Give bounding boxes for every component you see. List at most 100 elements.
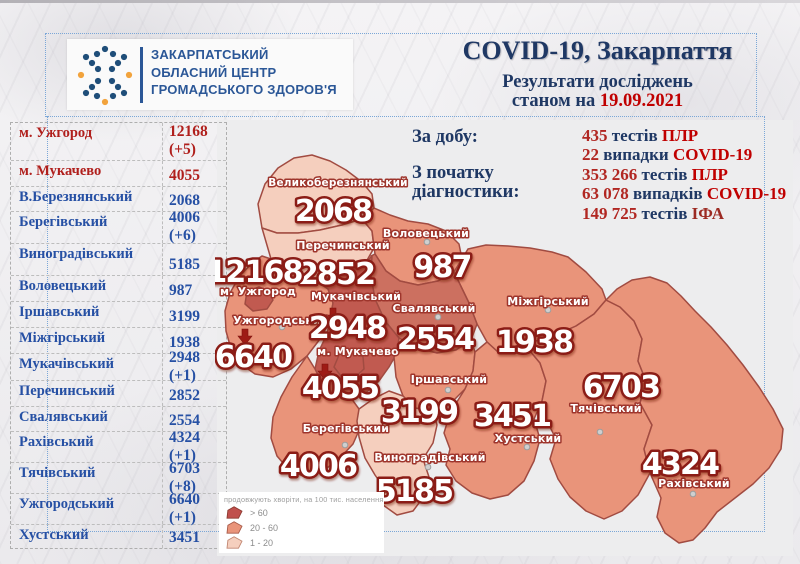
- district-value-label: 1938: [496, 325, 573, 360]
- page-title: COVID-19, Закарпаття: [462, 36, 733, 65]
- legend-swatch-icon: [226, 506, 243, 519]
- district-label: Іршавський: [411, 373, 487, 386]
- table-row: Свалявський 2554: [11, 407, 226, 432]
- district-delta: (+1): [169, 366, 196, 384]
- logo-dots-icon: [77, 45, 133, 106]
- district-label: Мукачівський: [311, 290, 401, 303]
- district-value: 3199: [169, 308, 200, 325]
- stat-line: 353 266 тестів ПЛР: [582, 164, 728, 184]
- district-name: м. Мукачево: [19, 163, 102, 179]
- district-label: Хустський: [495, 432, 562, 445]
- district-value: 2852: [169, 387, 200, 404]
- org-name-line3: ГРОМАДСЬКОГО ЗДОРОВ'Я: [151, 82, 337, 97]
- district-name: Мукачівський: [19, 356, 114, 372]
- subtitle-line1: Результати досліджень: [502, 72, 693, 92]
- district-value: 2948: [169, 348, 200, 366]
- district-value-label: 4006: [280, 449, 357, 484]
- district-value: 4055: [169, 167, 200, 184]
- district-value-label: 4055: [302, 371, 378, 406]
- district-delta: (+5): [169, 141, 196, 158]
- district-label: Великоберезнянський: [268, 177, 407, 189]
- district-value-label: 3451: [474, 399, 550, 434]
- org-name-line1: ЗАКАРПАТСЬКИЙ: [151, 47, 269, 62]
- legend-swatch-icon: [226, 536, 243, 549]
- district-label: м. Мукачево: [317, 345, 399, 358]
- district-value-label: 12168: [215, 255, 303, 290]
- district-value-label: 5185: [376, 474, 452, 509]
- stat-line: 435 тестів ПЛР: [582, 126, 699, 145]
- district-value-label: 987: [413, 250, 470, 285]
- district-value: 12168: [169, 123, 208, 140]
- district-shape-vynohradivsky: [356, 390, 438, 516]
- district-value-label: 2068: [295, 194, 372, 229]
- district-name: Берегівський: [19, 214, 108, 230]
- district-value: 6703: [169, 459, 200, 477]
- district-name: Рахівський: [19, 434, 94, 450]
- district-label: Перечинський: [296, 239, 390, 252]
- district-shape-irshavsky: [393, 337, 476, 412]
- district-label: м. Ужгород: [220, 285, 296, 298]
- district-name: Міжгірський: [19, 330, 106, 346]
- district-name: Воловецький: [19, 278, 107, 294]
- district-label: Рахівський: [658, 477, 730, 490]
- stats-lines: 435 тестів ПЛР 22 випадки COVID-19 353 2…: [582, 126, 786, 223]
- table-row: Мукачівський 2948 (+1): [11, 349, 226, 384]
- district-label: Міжгірський: [507, 295, 589, 308]
- stat-line: 22 випадки COVID-19: [582, 145, 753, 165]
- city-dots: [278, 213, 697, 498]
- district-delta: (+8): [169, 477, 196, 495]
- district-name: Ужгородський: [19, 496, 115, 512]
- legend-title: продовжують хворіти, на 100 тис. населен…: [224, 495, 384, 504]
- region-map: Великоберезнянський Перечинський Воловец…: [215, 154, 784, 544]
- district-label: Воловецький: [383, 227, 469, 240]
- district-values: 2068 2852 987 1938 2554 6640 12168 2948 …: [215, 192, 723, 512]
- district-name: Хустський: [19, 527, 89, 543]
- table-row: Тячівський 6703 (+8): [11, 459, 226, 495]
- cases-table: м. Ужгород 12168 (+5) м. Мукачево 4055 В.Бе…: [10, 122, 227, 549]
- district-value: 2554: [169, 412, 200, 429]
- table-row: В.Березнянський 2068: [11, 187, 226, 212]
- district-shape-mukachivsky: [307, 255, 400, 399]
- table-row: Виноградівський 5185: [11, 244, 226, 276]
- district-name: Виноградівський: [19, 246, 134, 262]
- table-row: Воловецький 987: [11, 276, 226, 302]
- district-value: 4324: [169, 428, 200, 446]
- legend-item: > 60: [219, 505, 384, 520]
- district-value-label: 2852: [298, 257, 374, 292]
- table-row: м. Мукачево 4055: [11, 161, 226, 187]
- total-label: З початку діагностики:: [412, 163, 520, 202]
- district-shape-berehivsky: [270, 355, 362, 478]
- district-value: 2068: [169, 192, 200, 209]
- district-label: Свалявський: [392, 302, 475, 315]
- district-value-label: 4324: [642, 447, 719, 482]
- city-pin-icons: [237, 307, 341, 381]
- district-label: Тячівський: [570, 402, 641, 415]
- district-delta: (+1): [169, 508, 196, 526]
- district-name: Тячівський: [19, 465, 96, 481]
- district-name: Перечинський: [19, 383, 115, 399]
- legend-item: 1 - 20: [219, 535, 384, 550]
- district-name: Іршавський: [19, 304, 100, 320]
- district-value-label: 6703: [583, 370, 659, 405]
- district-shape-mukachevo-city: [333, 349, 365, 378]
- daily-label: За добу:: [412, 127, 478, 147]
- district-value-label: 2948: [309, 311, 386, 346]
- table-row: Міжгірський 1938: [11, 328, 226, 354]
- district-value: 5185: [169, 256, 200, 273]
- org-name: ЗАКАРПАТСЬКИЙ ОБЛАСНИЙ ЦЕНТР ГРОМАДСЬКОГ…: [151, 46, 351, 99]
- table-row: Берегівський 4006 (+6): [11, 209, 226, 244]
- legend-item: 20 - 60: [219, 520, 384, 535]
- table-row: Хустський 3451: [11, 525, 226, 548]
- district-label: Виноградівський: [374, 451, 485, 464]
- district-label: Берегівський: [303, 422, 389, 435]
- district-value: 4006: [169, 209, 200, 226]
- table-row: Рахівський 4324 (+1): [11, 428, 226, 464]
- district-value-label: 6640: [215, 340, 292, 375]
- district-name: Свалявський: [19, 409, 108, 425]
- district-delta: (+6): [169, 227, 196, 244]
- org-logo: ЗАКАРПАТСЬКИЙ ОБЛАСНИЙ ЦЕНТР ГРОМАДСЬКОГ…: [67, 39, 353, 110]
- district-value-label: 2554: [397, 322, 474, 357]
- district-value-label: 3199: [381, 395, 457, 430]
- org-name-line2: ОБЛАСНИЙ ЦЕНТР: [151, 64, 277, 80]
